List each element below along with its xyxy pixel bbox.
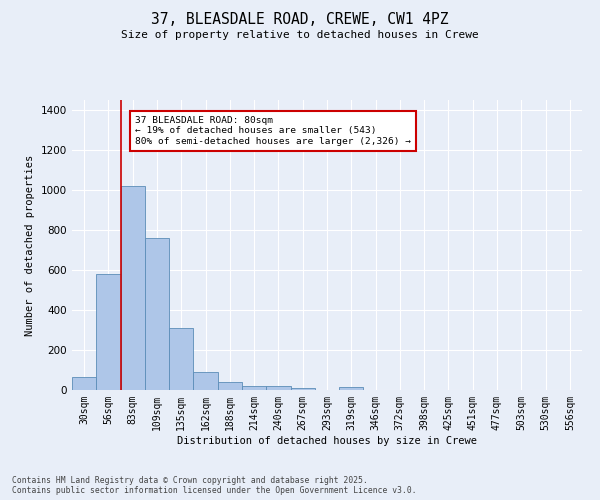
Text: 37, BLEASDALE ROAD, CREWE, CW1 4PZ: 37, BLEASDALE ROAD, CREWE, CW1 4PZ: [151, 12, 449, 28]
Bar: [266, 386, 290, 390]
Y-axis label: Number of detached properties: Number of detached properties: [25, 154, 35, 336]
Bar: [96, 274, 121, 390]
Bar: [193, 372, 218, 390]
X-axis label: Distribution of detached houses by size in Crewe: Distribution of detached houses by size …: [177, 436, 477, 446]
Bar: [72, 377, 96, 390]
Text: 37 BLEASDALE ROAD: 80sqm
← 19% of detached houses are smaller (543)
80% of semi-: 37 BLEASDALE ROAD: 80sqm ← 19% of detach…: [135, 116, 411, 146]
Text: Size of property relative to detached houses in Crewe: Size of property relative to detached ho…: [121, 30, 479, 40]
Bar: [242, 386, 266, 390]
Bar: [145, 238, 169, 390]
Text: Contains HM Land Registry data © Crown copyright and database right 2025.
Contai: Contains HM Land Registry data © Crown c…: [12, 476, 416, 495]
Bar: [169, 328, 193, 390]
Bar: [218, 382, 242, 390]
Bar: [290, 388, 315, 390]
Bar: [121, 186, 145, 390]
Bar: [339, 387, 364, 390]
